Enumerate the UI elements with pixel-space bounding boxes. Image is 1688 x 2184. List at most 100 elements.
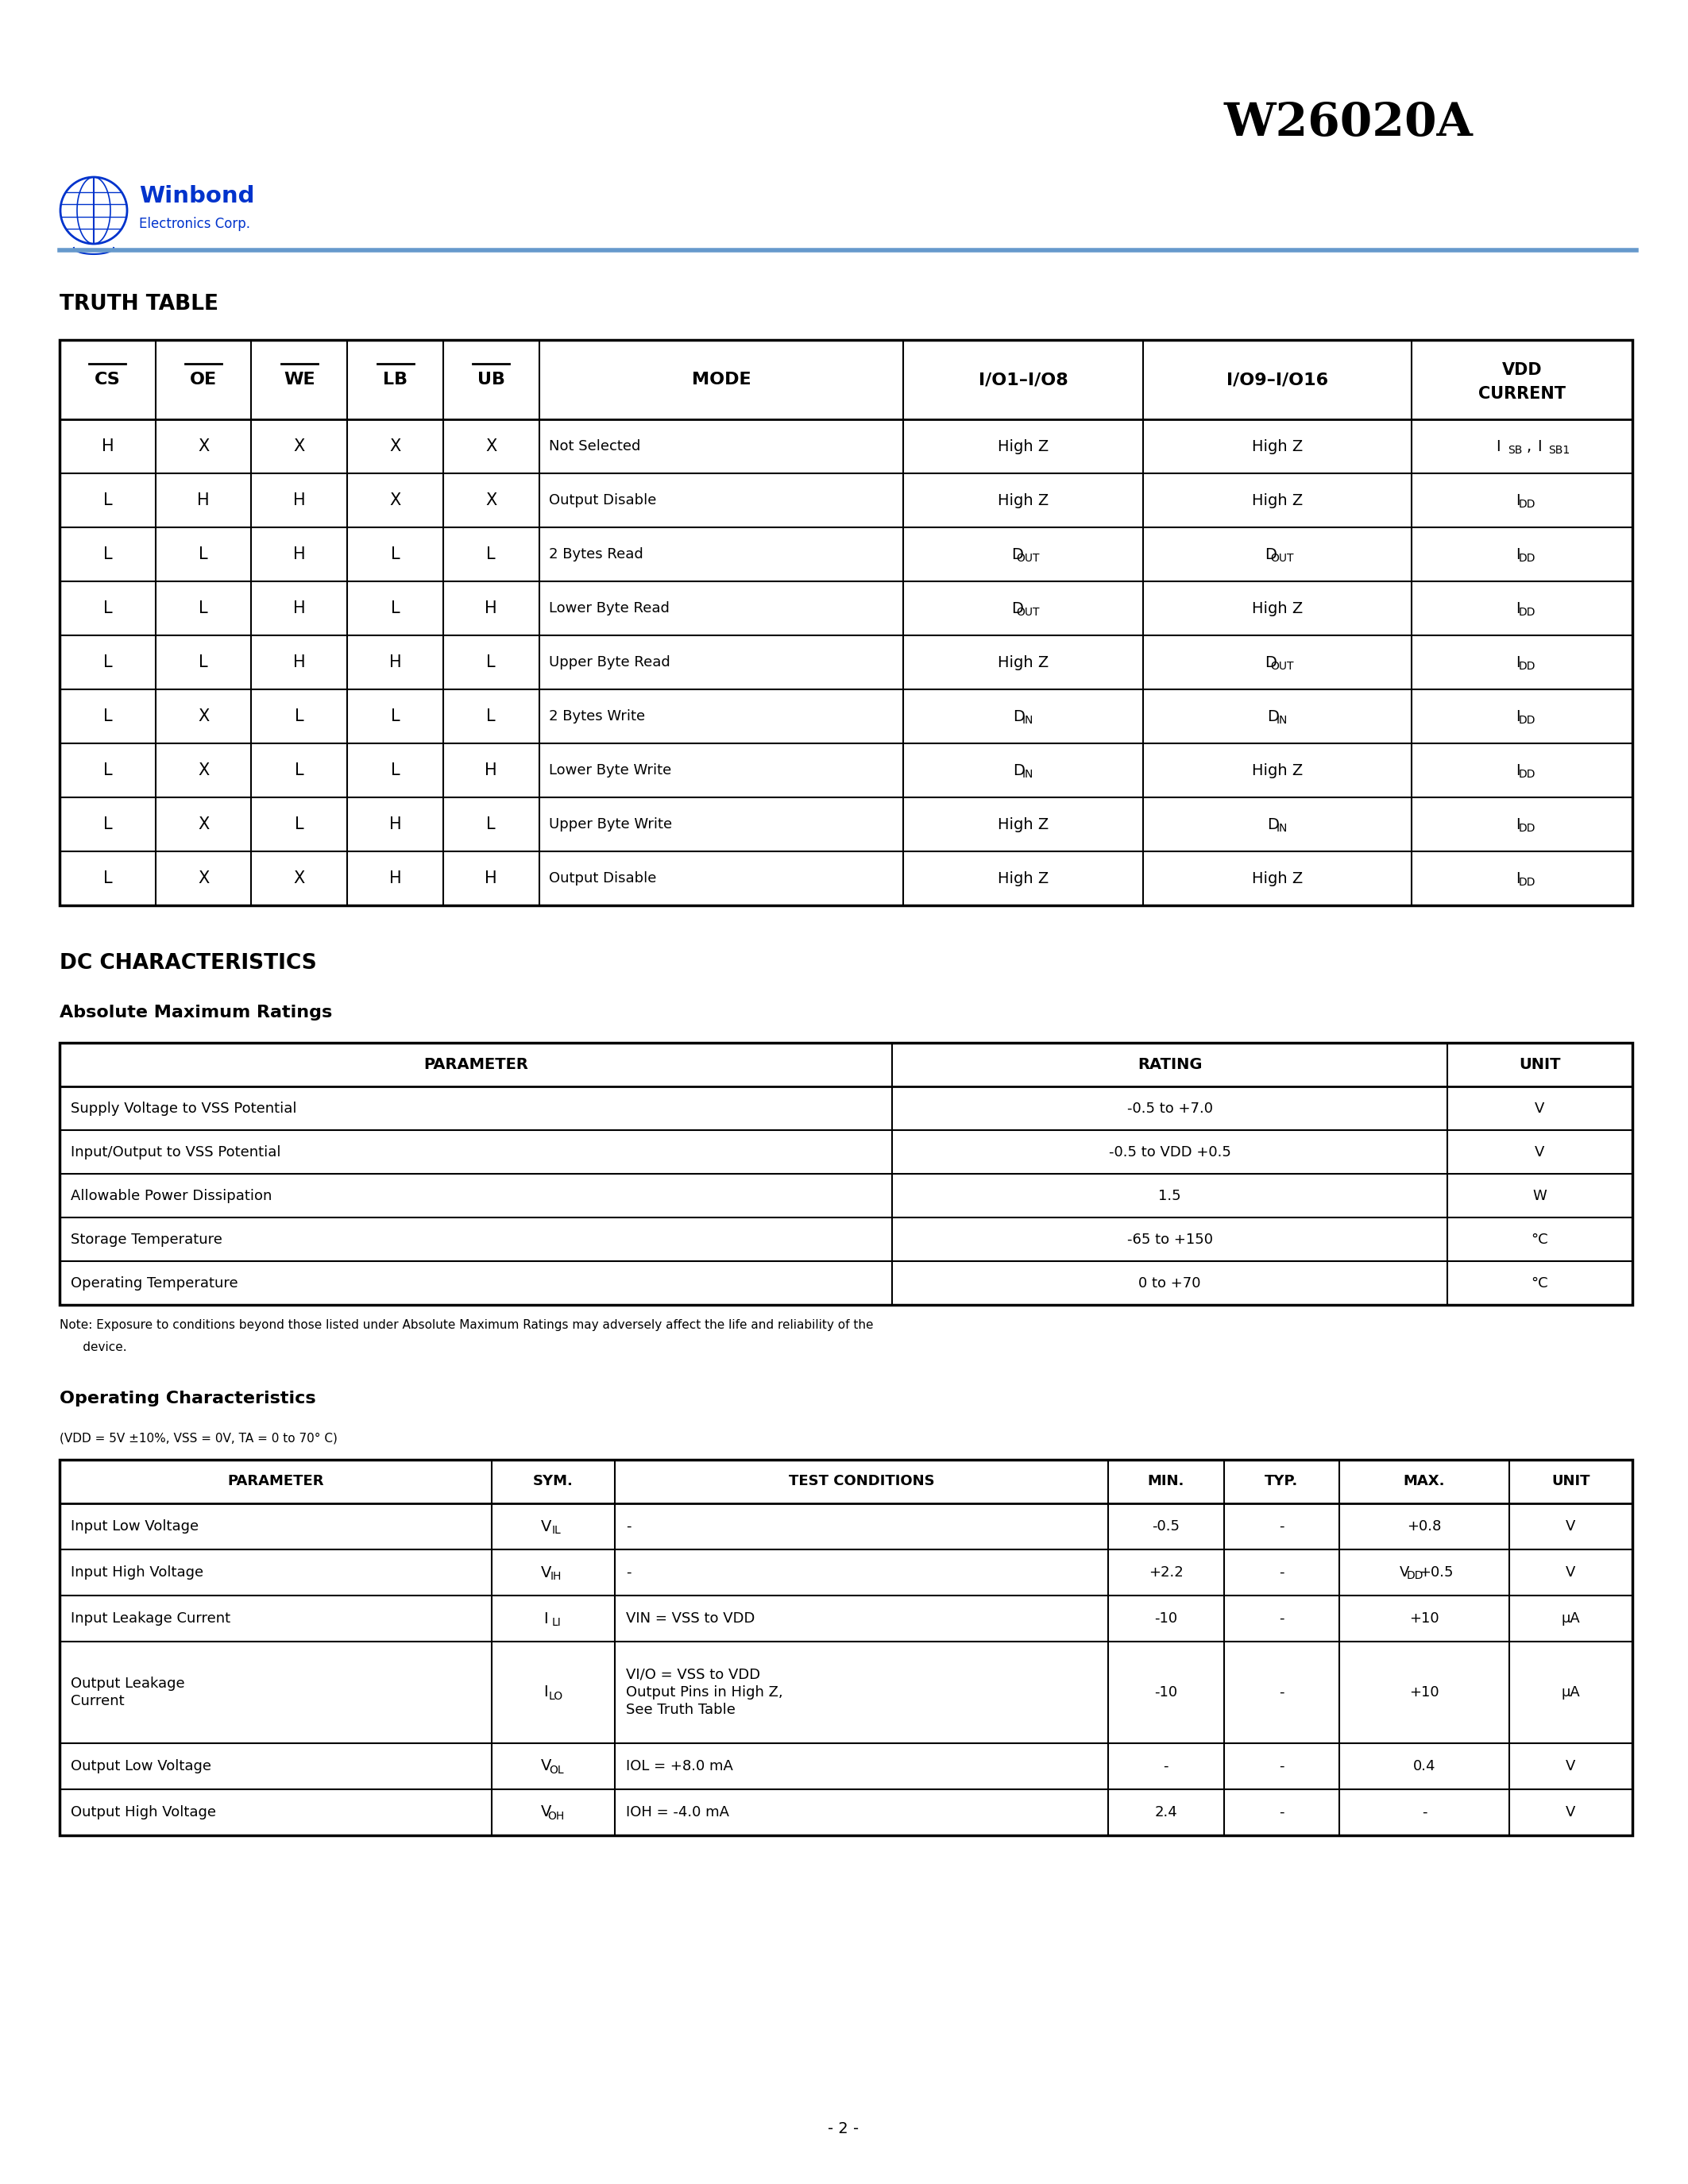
Text: IN: IN (1023, 714, 1033, 725)
Text: -0.5 to VDD +0.5: -0.5 to VDD +0.5 (1109, 1144, 1231, 1160)
Text: PARAMETER: PARAMETER (424, 1057, 528, 1072)
Text: Output Disable: Output Disable (549, 871, 657, 885)
Text: SYM.: SYM. (533, 1474, 574, 1489)
Text: I: I (1516, 762, 1519, 778)
Text: -: - (1163, 1758, 1168, 1773)
Text: -0.5: -0.5 (1151, 1520, 1180, 1533)
Text: -65 to +150: -65 to +150 (1128, 1232, 1212, 1247)
Text: RATING: RATING (1138, 1057, 1202, 1072)
Text: μA: μA (1561, 1686, 1580, 1699)
Text: High Z: High Z (1252, 439, 1303, 454)
Text: High Z: High Z (998, 494, 1048, 509)
Text: V: V (540, 1804, 552, 1819)
Text: OE: OE (189, 371, 218, 387)
Text: IN: IN (1023, 769, 1033, 780)
Text: -10: -10 (1155, 1686, 1178, 1699)
Text: OH: OH (547, 1811, 564, 1821)
Text: MODE: MODE (692, 371, 751, 387)
Text: μA: μA (1561, 1612, 1580, 1625)
Text: High Z: High Z (998, 439, 1048, 454)
Text: X: X (486, 491, 496, 509)
Text: -: - (1280, 1612, 1285, 1625)
Text: High Z: High Z (1252, 762, 1303, 778)
Text: L: L (103, 491, 111, 509)
Text: Electronics Corp.: Electronics Corp. (138, 216, 250, 232)
Text: 2 Bytes Write: 2 Bytes Write (549, 710, 645, 723)
Text: I: I (1516, 546, 1519, 561)
Text: +2.2: +2.2 (1148, 1566, 1183, 1579)
Text: X: X (197, 708, 209, 725)
Text: I/O1–I/O8: I/O1–I/O8 (979, 371, 1069, 387)
Text: L: L (486, 817, 496, 832)
Text: D: D (1011, 546, 1023, 561)
Text: L: L (103, 546, 111, 561)
Text: L: L (486, 655, 496, 670)
Text: V: V (540, 1758, 552, 1773)
Text: H: H (294, 491, 306, 509)
Text: CURRENT: CURRENT (1479, 387, 1566, 402)
Text: Input High Voltage: Input High Voltage (71, 1566, 204, 1579)
Text: I: I (1516, 601, 1519, 616)
Text: DD: DD (1518, 553, 1536, 563)
Text: OUT: OUT (1271, 553, 1295, 563)
Text: device.: device. (59, 1341, 127, 1354)
Text: V: V (1566, 1804, 1575, 1819)
Text: Input Leakage Current: Input Leakage Current (71, 1612, 231, 1625)
Text: L: L (390, 708, 400, 725)
Text: High Z: High Z (1252, 871, 1303, 887)
Text: L: L (199, 546, 208, 561)
Text: -: - (1280, 1804, 1285, 1819)
Text: Upper Byte Write: Upper Byte Write (549, 817, 672, 832)
Text: +10: +10 (1409, 1686, 1440, 1699)
Text: Not Selected: Not Selected (549, 439, 640, 454)
Text: High Z: High Z (998, 817, 1048, 832)
Text: VDD: VDD (1502, 363, 1543, 378)
Text: High Z: High Z (998, 655, 1048, 670)
Text: Upper Byte Read: Upper Byte Read (549, 655, 670, 670)
Text: H: H (101, 439, 113, 454)
Bar (59, 1042, 1632, 1304)
Text: I: I (544, 1684, 549, 1699)
Text: See Truth Table: See Truth Table (626, 1704, 736, 1717)
Text: Allowable Power Dissipation: Allowable Power Dissipation (71, 1188, 272, 1203)
Text: D: D (1264, 546, 1276, 561)
Text: L: L (103, 762, 111, 778)
Text: V: V (540, 1566, 552, 1579)
Text: SB1: SB1 (1548, 446, 1570, 456)
Text: I: I (1516, 817, 1519, 832)
Text: X: X (390, 491, 400, 509)
Text: UNIT: UNIT (1519, 1057, 1561, 1072)
Text: LB: LB (383, 371, 407, 387)
Text: WE: WE (284, 371, 316, 387)
Text: DD: DD (1406, 1570, 1423, 1581)
Text: D: D (1268, 817, 1280, 832)
Text: OUT: OUT (1016, 607, 1040, 618)
Text: (VDD = 5V ±10%, VSS = 0V, TA = 0 to 70° C): (VDD = 5V ±10%, VSS = 0V, TA = 0 to 70° … (59, 1433, 338, 1444)
Text: L: L (390, 546, 400, 561)
Text: D: D (1268, 710, 1280, 723)
Text: VIN = VSS to VDD: VIN = VSS to VDD (626, 1612, 755, 1625)
Text: DD: DD (1518, 607, 1536, 618)
Bar (59, 1459, 1632, 1835)
Text: PARAMETER: PARAMETER (228, 1474, 324, 1489)
Text: V: V (1534, 1101, 1545, 1116)
Text: 1.5: 1.5 (1158, 1188, 1182, 1203)
Text: °C: °C (1531, 1275, 1548, 1291)
Text: H: H (294, 655, 306, 670)
Text: L: L (103, 871, 111, 887)
Text: -0.5 to +7.0: -0.5 to +7.0 (1128, 1101, 1212, 1116)
Text: LI: LI (552, 1616, 560, 1627)
Text: IN: IN (1276, 823, 1288, 834)
Text: Absolute Maximum Ratings: Absolute Maximum Ratings (59, 1005, 333, 1020)
Text: D: D (1011, 601, 1023, 616)
Text: -: - (626, 1566, 631, 1579)
Text: DD: DD (1518, 823, 1536, 834)
Text: +0.8: +0.8 (1408, 1520, 1442, 1533)
Text: -: - (626, 1520, 631, 1533)
Text: L: L (295, 708, 304, 725)
Text: L: L (486, 546, 496, 561)
Text: D: D (1013, 762, 1025, 778)
Text: L: L (103, 708, 111, 725)
Text: High Z: High Z (998, 871, 1048, 887)
Text: L: L (295, 817, 304, 832)
